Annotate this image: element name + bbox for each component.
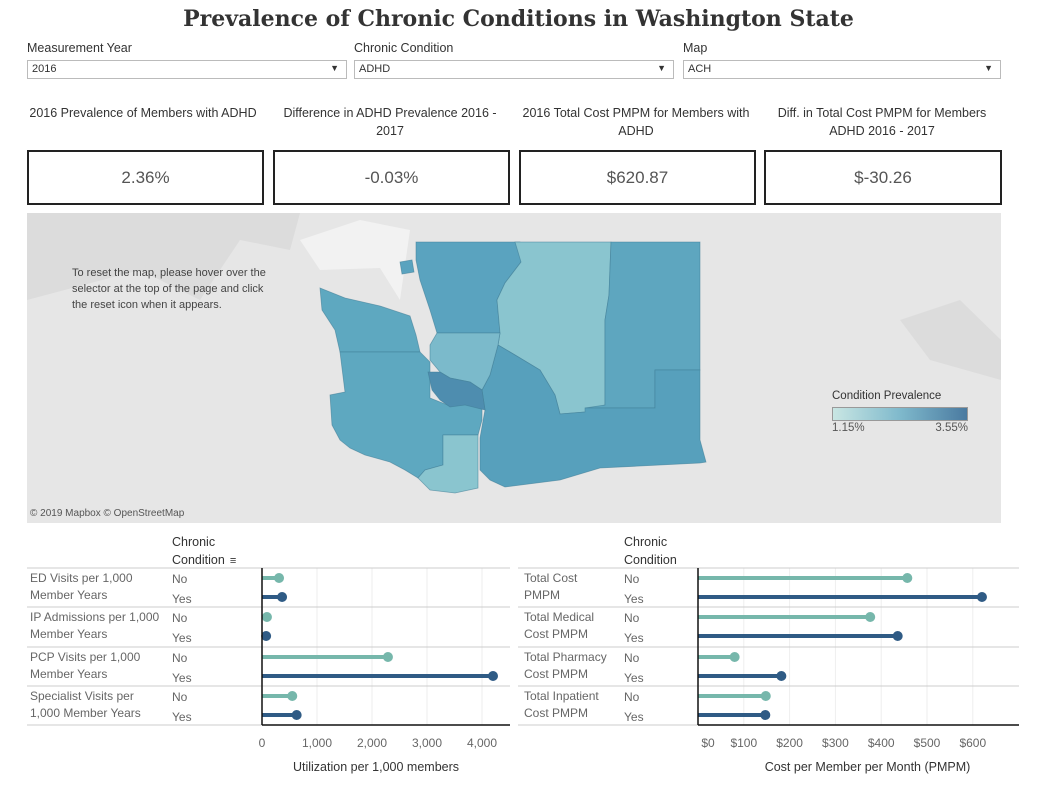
condition-label: Yes bbox=[624, 631, 644, 645]
condition-label: Yes bbox=[624, 592, 644, 606]
region-islands[interactable] bbox=[399, 259, 415, 275]
lollipop-dot-yes[interactable] bbox=[976, 592, 987, 602]
x-tick-label: $200 bbox=[776, 736, 803, 750]
page-title: Prevalence of Chronic Conditions in Wash… bbox=[183, 6, 854, 32]
legend-color-ramp bbox=[832, 407, 968, 421]
sort-icon[interactable]: ≡ bbox=[230, 555, 236, 567]
legend-min: 1.15% bbox=[832, 422, 865, 434]
category-label: Total Medical Cost PMPM bbox=[524, 610, 594, 641]
lollipop-dot-yes[interactable] bbox=[261, 631, 272, 641]
condition-label: No bbox=[624, 690, 640, 704]
condition-value: ADHD bbox=[359, 63, 391, 75]
category-label: Specialist Visits per 1,000 Member Years bbox=[30, 689, 141, 720]
x-tick-label: 1,000 bbox=[302, 736, 332, 750]
legend-title: Condition Prevalence bbox=[832, 390, 942, 402]
lollipop-dot-yes[interactable] bbox=[760, 710, 771, 720]
lollipop-dot-no[interactable] bbox=[261, 612, 272, 622]
region-southwest[interactable] bbox=[417, 434, 479, 494]
kpi-title: 2016 Total Cost PMPM for Members with AD… bbox=[522, 106, 750, 138]
lollipop-dot-no[interactable] bbox=[287, 691, 298, 701]
kpi-prevalence: 2.36% bbox=[27, 150, 264, 205]
x-tick-label: 4,000 bbox=[467, 736, 497, 750]
lollipop-dot-yes[interactable] bbox=[291, 710, 302, 720]
category-label: PCP Visits per 1,000 Member Years bbox=[30, 650, 141, 681]
condition-label: Yes bbox=[172, 710, 192, 724]
lollipop-dot-no[interactable] bbox=[902, 573, 913, 583]
column-header-line1: Chronic bbox=[172, 535, 215, 549]
category-label: Total Cost PMPM bbox=[524, 571, 578, 602]
column-header-line2: Condition bbox=[624, 553, 677, 567]
condition-label: Yes bbox=[172, 631, 192, 645]
x-tick-label: 3,000 bbox=[412, 736, 442, 750]
dropdown-arrow-icon: ▼ bbox=[984, 63, 993, 73]
condition-label: No bbox=[624, 611, 640, 625]
x-tick-label: $400 bbox=[868, 736, 895, 750]
condition-label: No bbox=[172, 651, 188, 665]
lollipop-dot-no[interactable] bbox=[760, 691, 771, 701]
washington-map[interactable]: To reset the map, please hover over the … bbox=[27, 213, 1001, 523]
condition-label: No bbox=[172, 572, 188, 586]
kpi-prevalence-diff: -0.03% bbox=[273, 150, 510, 205]
land-shading bbox=[27, 213, 1001, 380]
condition-label: No bbox=[172, 611, 188, 625]
dropdown-arrow-icon: ▼ bbox=[330, 63, 339, 73]
kpi-cost: $620.87 bbox=[519, 150, 756, 205]
column-header-line2: Condition bbox=[172, 553, 225, 567]
condition-label: No bbox=[624, 651, 640, 665]
lollipop-dot-yes[interactable] bbox=[892, 631, 903, 641]
condition-label: Yes bbox=[172, 671, 192, 685]
condition-select[interactable]: ADHD ▼ bbox=[354, 60, 674, 79]
filter-label-map: Map bbox=[683, 41, 708, 55]
year-value: 2016 bbox=[32, 63, 57, 75]
kpi-title: 2016 Prevalence of Members with ADHD bbox=[29, 106, 257, 120]
lollipop-dot-no[interactable] bbox=[865, 612, 876, 622]
year-select[interactable]: 2016 ▼ bbox=[27, 60, 347, 79]
category-label: ED Visits per 1,000 Member Years bbox=[30, 571, 133, 602]
kpi-cost-diff: $-30.26 bbox=[764, 150, 1002, 205]
category-label: Total Pharmacy Cost PMPM bbox=[524, 650, 607, 681]
column-header-line1: Chronic bbox=[624, 535, 667, 549]
x-axis-title: Utilization per 1,000 members bbox=[293, 760, 459, 774]
map-value: ACH bbox=[688, 63, 712, 75]
region-olympic[interactable] bbox=[319, 287, 421, 353]
region-greater-columbia[interactable] bbox=[479, 344, 707, 488]
category-label: Total Inpatient Cost PMPM bbox=[524, 689, 599, 720]
lollipop-dot-yes[interactable] bbox=[277, 592, 288, 602]
kpi-title: Difference in ADHD Prevalence 2016 - 201… bbox=[283, 106, 497, 138]
x-tick-label: $0 bbox=[701, 736, 715, 750]
filter-label-year: Measurement Year bbox=[27, 41, 132, 55]
x-tick-label: 0 bbox=[259, 736, 266, 750]
legend-max: 3.55% bbox=[935, 422, 968, 434]
condition-label: Yes bbox=[624, 710, 644, 724]
dropdown-arrow-icon: ▼ bbox=[657, 63, 666, 73]
map-attribution[interactable]: © 2019 Mapbox © OpenStreetMap bbox=[30, 508, 185, 519]
condition-label: No bbox=[172, 690, 188, 704]
lollipop-dot-no[interactable] bbox=[274, 573, 285, 583]
lollipop-dot-yes[interactable] bbox=[488, 671, 498, 681]
filter-label-condition: Chronic Condition bbox=[354, 41, 454, 55]
condition-label: Yes bbox=[172, 592, 192, 606]
lollipop-dot-yes[interactable] bbox=[776, 671, 787, 681]
x-tick-label: $500 bbox=[914, 736, 941, 750]
map-select[interactable]: ACH ▼ bbox=[683, 60, 1001, 79]
utilization-chart: 0 1,000 2,000 3,000 4,000 Chronic Condition ≡ ED… bbox=[27, 535, 510, 774]
kpi-title: Diff. in Total Cost PMPM for Members ADH… bbox=[777, 106, 987, 138]
map-regions bbox=[27, 213, 1001, 494]
lollipop-dot-no[interactable] bbox=[729, 652, 740, 662]
x-tick-label: $100 bbox=[730, 736, 757, 750]
cost-chart: $0 $100 $200 $300 $400 $500 $600 Chronic Conditi… bbox=[518, 535, 1019, 774]
water bbox=[300, 220, 410, 300]
category-label: IP Admissions per 1,000 Member Years bbox=[30, 610, 160, 641]
map-legend: Condition Prevalence 1.15% 3.55% bbox=[832, 390, 968, 434]
x-axis-title: Cost per Member per Month (PMPM) bbox=[765, 760, 971, 774]
x-tick-label: $600 bbox=[959, 736, 986, 750]
map-reset-note: To reset the map, please hover over the … bbox=[72, 267, 266, 311]
condition-label: No bbox=[624, 572, 640, 586]
lollipop-dot-no[interactable] bbox=[382, 652, 393, 662]
condition-label: Yes bbox=[624, 671, 644, 685]
x-tick-label: 2,000 bbox=[357, 736, 387, 750]
x-tick-label: $300 bbox=[822, 736, 849, 750]
region-pierce[interactable] bbox=[427, 371, 486, 411]
